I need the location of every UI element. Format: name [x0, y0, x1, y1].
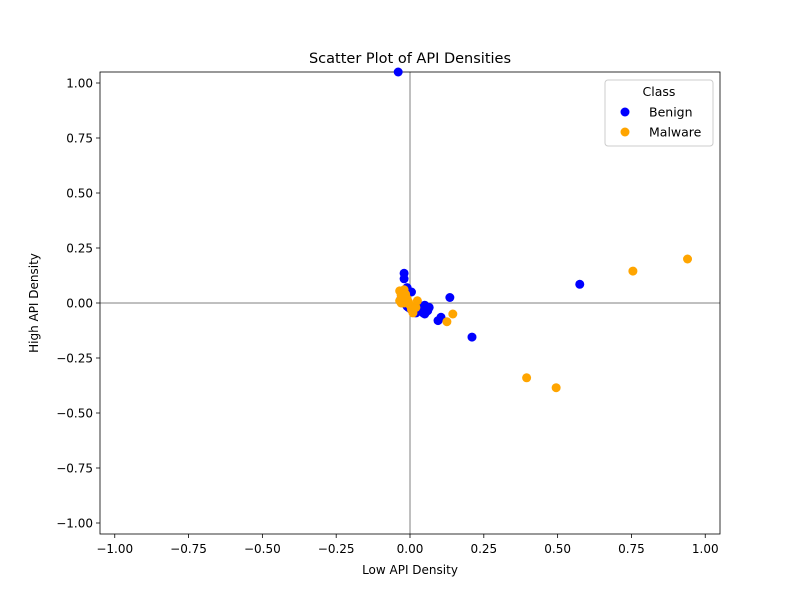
data-point-malware [522, 373, 532, 383]
y-tick-label: 1.00 [66, 77, 93, 91]
x-tick-label: −1.00 [96, 542, 133, 556]
y-tick-label: −1.00 [56, 517, 93, 531]
legend-entries: Benign Malware [620, 105, 702, 140]
x-tick-label: 0.00 [397, 542, 424, 556]
plot-area [99, 67, 721, 535]
x-tick-label: −0.25 [318, 542, 355, 556]
data-point-benign [399, 274, 409, 284]
y-tick-label: −0.50 [56, 407, 93, 421]
data-point-malware [683, 254, 693, 264]
data-point-malware [628, 266, 638, 276]
x-tick-label: 0.50 [544, 542, 571, 556]
legend: Class Benign Malware [604, 79, 714, 147]
data-point-benign [467, 332, 477, 342]
y-tick-label: 0.50 [66, 187, 93, 201]
y-axis-label: High API Density [27, 253, 41, 353]
data-point-benign [575, 279, 585, 289]
y-tick-label: 0.25 [66, 242, 93, 256]
data-point-benign [445, 293, 455, 302]
x-tick-label: −0.75 [170, 542, 207, 556]
y-tick-label: 0.75 [66, 132, 93, 146]
x-tick-label: −0.50 [244, 542, 281, 556]
legend-marker-benign [620, 107, 630, 117]
series-malware [395, 254, 693, 393]
y-tick-label: 0.00 [66, 297, 93, 311]
data-point-malware [551, 383, 561, 393]
x-tick-label: 1.00 [692, 542, 719, 556]
y-axis-ticks: −1.00 −0.75 −0.50 −0.25 0.00 0.25 0.50 0.75 1.00 [56, 77, 100, 531]
y-tick-label: −0.25 [56, 352, 93, 366]
x-tick-label: 0.75 [618, 542, 645, 556]
x-axis-ticks: −1.00 −0.75 −0.50 −0.25 0.00 0.25 0.50 0.75 1.00 [96, 534, 719, 556]
legend-label-benign: Benign [649, 105, 693, 120]
data-point-malware [442, 317, 452, 327]
legend-title: Class [643, 84, 676, 99]
data-point-malware [401, 293, 411, 302]
legend-box [604, 79, 714, 147]
data-point-malware [448, 309, 458, 319]
y-tick-label: −0.75 [56, 462, 93, 476]
data-point-benign [393, 67, 403, 77]
legend-marker-malware [620, 127, 630, 137]
data-point-malware [412, 296, 422, 306]
x-tick-label: 0.25 [470, 542, 497, 556]
points-layer [393, 67, 693, 393]
chart-title: Scatter Plot of API Densities [309, 51, 511, 67]
legend-label-malware: Malware [649, 125, 702, 140]
x-axis-label: Low API Density [362, 563, 458, 577]
